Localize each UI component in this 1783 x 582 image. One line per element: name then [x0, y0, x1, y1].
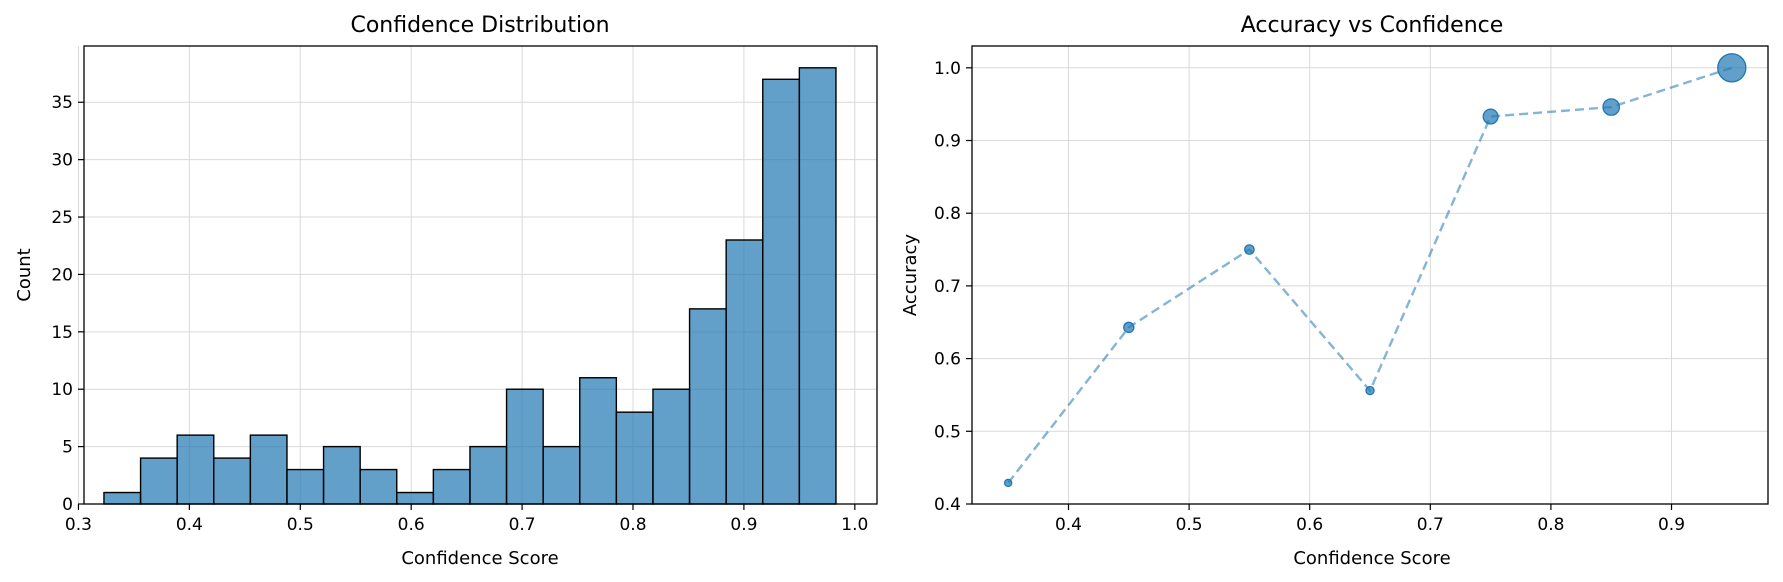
histogram-bar	[396, 491, 435, 505]
accuracy-y-tick-label: 1.0	[934, 59, 961, 79]
histogram-bar	[322, 445, 361, 505]
histogram-y-tick-label: 15	[51, 323, 73, 343]
histogram-bar	[103, 491, 142, 505]
accuracy-y-tick-label: 0.5	[934, 422, 961, 442]
accuracy-x-ticks: 0.4 0.5 0.6 0.7 0.8 0.9	[1055, 504, 1685, 535]
accuracy-point	[1602, 98, 1621, 116]
histogram-y-tick-label: 0	[62, 495, 73, 515]
histogram-bar	[542, 445, 581, 505]
histogram-x-tick-label: 0.7	[509, 515, 536, 535]
histogram-y-tick-label: 25	[51, 208, 73, 228]
histogram-bar	[615, 411, 654, 505]
histogram-bar	[652, 388, 691, 505]
histogram-x-tick-label: 0.6	[398, 515, 425, 535]
accuracy-point	[1717, 53, 1747, 83]
histogram-bar	[469, 445, 508, 505]
histogram-x-tick-label: 0.4	[176, 515, 203, 535]
histogram-bar	[762, 78, 801, 505]
histogram-y-ticks: 0 5 10 15 20 25 30 35	[51, 93, 84, 515]
histogram-y-tick-label: 5	[62, 438, 73, 458]
histogram-bar	[505, 388, 544, 505]
histogram-x-ticks: 0.3 0.4 0.5 0.6 0.7 0.8 0.9 1.0	[65, 504, 868, 535]
histogram-x-axis-label: Confidence Score	[401, 548, 558, 569]
histogram-bar	[359, 468, 398, 505]
histogram-y-tick-label: 10	[51, 380, 73, 400]
histogram-x-tick-label: 0.9	[730, 515, 757, 535]
histogram-bar	[139, 457, 178, 505]
accuracy-y-tick-label: 0.8	[934, 204, 961, 224]
histogram-x-tick-label: 0.8	[619, 515, 646, 535]
accuracy-title: Accuracy vs Confidence	[1241, 13, 1504, 38]
histogram-y-tick-label: 30	[51, 151, 73, 171]
histogram-y-axis-label: Count	[14, 248, 35, 301]
histogram-y-tick-label: 35	[51, 93, 73, 113]
histogram-bar	[798, 67, 837, 505]
accuracy-y-tick-label: 0.9	[934, 132, 961, 152]
accuracy-y-tick-label: 0.7	[934, 277, 961, 297]
accuracy-point	[1365, 385, 1375, 396]
accuracy-point	[1003, 478, 1013, 488]
histogram-bar	[725, 239, 764, 505]
accuracy-y-tick-label: 0.6	[934, 350, 961, 370]
histogram-bar	[579, 377, 618, 505]
accuracy-point	[1482, 108, 1499, 125]
accuracy-x-tick-label: 0.9	[1658, 515, 1685, 535]
accuracy-x-tick-label: 0.4	[1055, 515, 1082, 535]
histogram-bars	[103, 67, 837, 505]
accuracy-y-axis-label: Accuracy	[900, 234, 921, 317]
accuracy-grid	[972, 46, 1768, 505]
accuracy-x-axis-label: Confidence Score	[1293, 548, 1450, 569]
accuracy-y-tick-label: 0.4	[934, 495, 961, 515]
histogram-bar	[688, 308, 727, 505]
histogram-bar	[432, 468, 471, 505]
histogram-x-tick-label: 0.5	[287, 515, 314, 535]
histogram-bar	[176, 434, 215, 505]
histogram-x-tick-label: 0.3	[65, 515, 92, 535]
histogram-chart: Confidence Distribution 0.3 0.4 0.5 0.6 0.7 0…	[14, 13, 878, 569]
accuracy-point	[1123, 321, 1135, 334]
accuracy-x-tick-label: 0.5	[1176, 515, 1203, 535]
accuracy-y-ticks: 0.4 0.5 0.6 0.7 0.8 0.9 1.0	[934, 59, 972, 515]
accuracy-x-tick-label: 0.8	[1537, 515, 1564, 535]
histogram-title: Confidence Distribution	[350, 13, 609, 38]
histogram-bar	[249, 434, 288, 505]
accuracy-series	[1003, 53, 1747, 488]
accuracy-x-tick-label: 0.6	[1296, 515, 1323, 535]
histogram-x-tick-label: 1.0	[841, 515, 868, 535]
accuracy-plot-frame	[971, 45, 1769, 505]
accuracy-dashed-line	[1007, 66, 1733, 484]
histogram-y-tick-label: 20	[51, 265, 73, 285]
histogram-bar	[213, 457, 252, 505]
accuracy-x-tick-label: 0.7	[1417, 515, 1444, 535]
accuracy-point	[1244, 244, 1255, 255]
histogram-bar	[286, 468, 325, 505]
accuracy-chart: Accuracy vs Confidence 0.4 0.5 0.6 0.7 0.8 0.…	[900, 13, 1769, 569]
